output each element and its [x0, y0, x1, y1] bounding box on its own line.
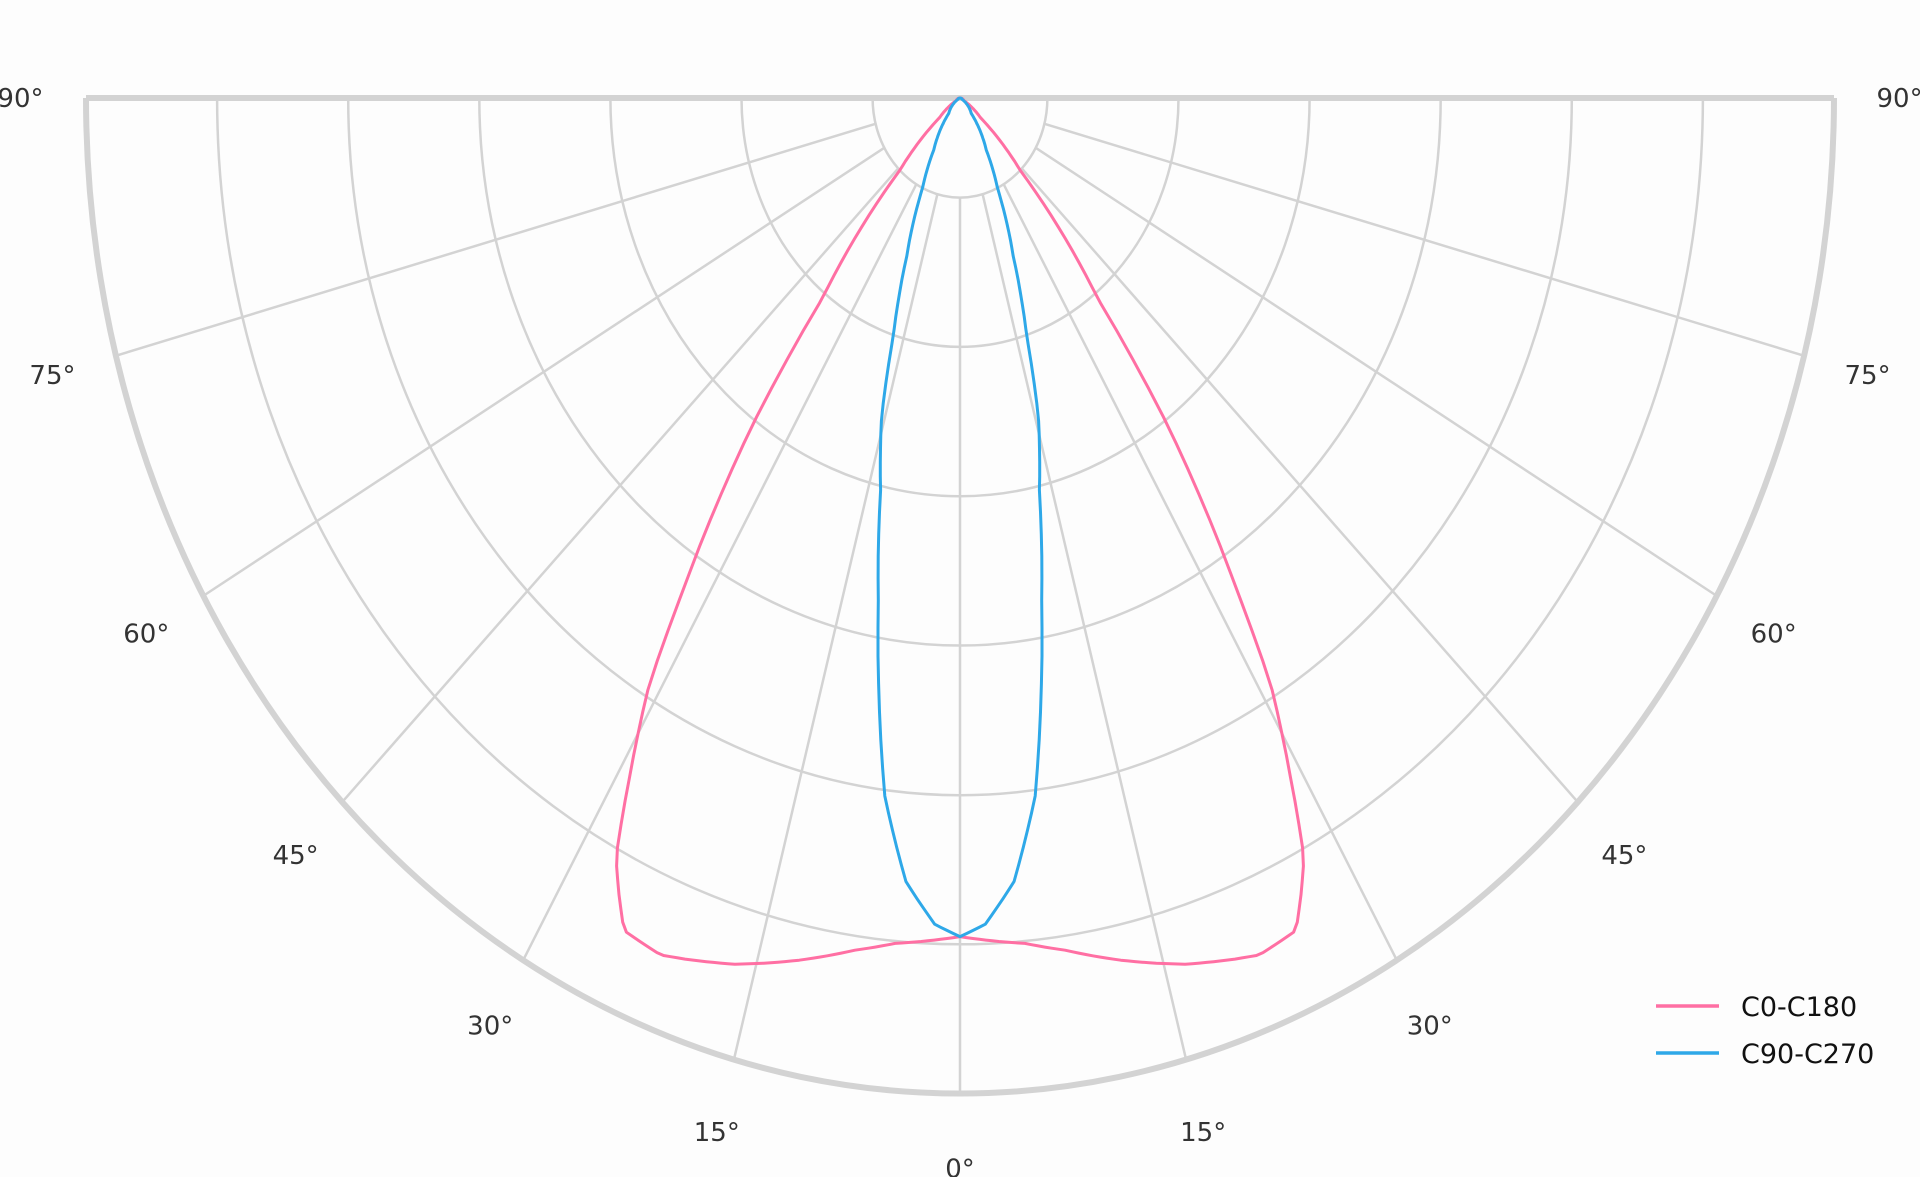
tick-label-0: 0°: [945, 1155, 975, 1177]
tick-label-75: 75°: [29, 361, 75, 391]
tick-label-30: 30°: [1407, 1011, 1453, 1041]
series-curves: [615, 96, 1305, 966]
series-c90-c270: [876, 96, 1044, 939]
grid-spoke: [1044, 122, 1805, 357]
tick-label-45: 45°: [1601, 841, 1647, 871]
tick-label-15: 15°: [694, 1118, 740, 1148]
tick-label-60: 60°: [1751, 619, 1797, 649]
grid-spoke: [1002, 183, 1399, 962]
legend: C0-C180 C90-C270: [1656, 992, 1874, 1070]
grid-spoke: [981, 193, 1188, 1061]
legend-label-c90-c270: C90-C270: [1741, 1039, 1874, 1070]
grid-spoke: [1020, 167, 1579, 804]
tick-label-75: 75°: [1844, 361, 1890, 391]
tick-label-15: 15°: [1180, 1118, 1226, 1148]
legend-label-c0-c180: C0-C180: [1741, 992, 1857, 1023]
tick-label-90: 90°: [1877, 84, 1920, 114]
tick-label-60: 60°: [123, 619, 169, 649]
tick-label-45: 45°: [273, 841, 319, 871]
grid-spoke: [115, 122, 876, 357]
tick-label-30: 30°: [467, 1011, 513, 1041]
tick-label-90: 90°: [0, 84, 43, 114]
grid-spoke: [341, 167, 900, 804]
grid-spoke: [521, 183, 918, 962]
grid-spoke: [202, 146, 885, 598]
polar-grid: [83, 95, 1837, 1097]
grid-spoke: [732, 193, 939, 1061]
angular-tick-labels: 0° 15° 30° 45° 60° 75° 90° 15° 30° 45° 60° 75° 90°: [0, 84, 1920, 1177]
grid-spoke: [1035, 146, 1718, 598]
grid-ring: [871, 97, 1049, 199]
